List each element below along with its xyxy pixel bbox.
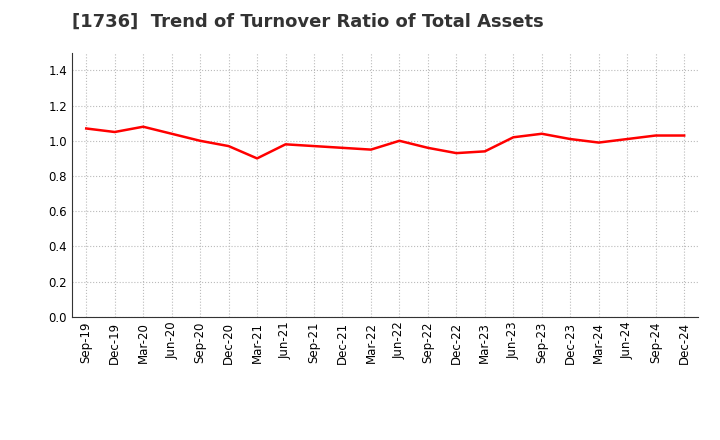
Text: [1736]  Trend of Turnover Ratio of Total Assets: [1736] Trend of Turnover Ratio of Total …	[72, 13, 544, 31]
